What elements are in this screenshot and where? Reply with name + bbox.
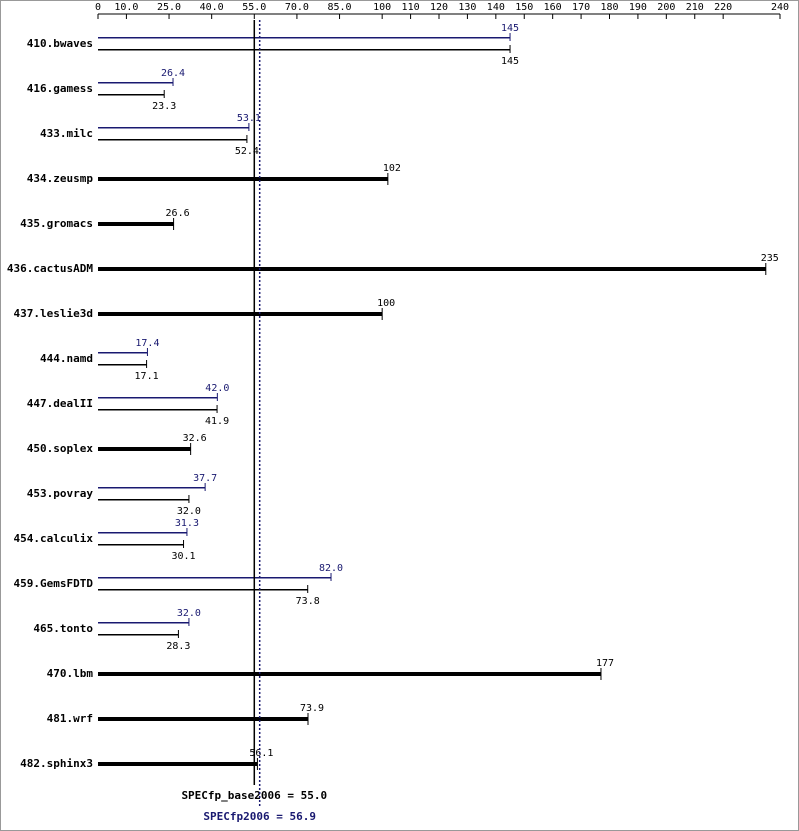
x-tick-label: 0: [95, 2, 101, 13]
peak-label: 26.4: [161, 68, 185, 79]
base-label: 32.0: [177, 506, 201, 517]
reference-label: SPECfp2006 = 56.9: [203, 810, 316, 823]
x-tick-label: 210: [686, 2, 704, 13]
base-label: 73.9: [300, 703, 324, 714]
base-label: 23.3: [152, 101, 176, 112]
base-bar: [98, 49, 511, 51]
category-label: 481.wrf: [47, 712, 93, 725]
category-label: 447.dealII: [27, 397, 93, 410]
base-bar: [98, 672, 601, 676]
category-label: 450.soplex: [27, 442, 94, 455]
base-bar: [98, 139, 247, 141]
category-label: 437.leslie3d: [14, 307, 93, 320]
peak-bar: [98, 487, 206, 489]
x-tick-label: 25.0: [157, 2, 181, 13]
category-label: 453.povray: [27, 487, 94, 500]
base-label: 235: [761, 253, 779, 264]
x-tick-label: 130: [458, 2, 476, 13]
category-label: 410.bwaves: [27, 37, 93, 50]
base-label: 28.3: [166, 641, 190, 652]
base-bar: [98, 222, 174, 226]
base-bar: [98, 94, 165, 96]
base-bar: [98, 544, 184, 546]
x-tick-label: 10.0: [114, 2, 138, 13]
base-bar: [98, 634, 179, 636]
peak-bar: [98, 622, 189, 624]
x-tick-label: 170: [572, 2, 590, 13]
x-tick-label: 100: [373, 2, 391, 13]
base-bar: [98, 267, 766, 271]
x-tick-label: 150: [515, 2, 533, 13]
base-bar: [98, 717, 308, 721]
base-bar: [98, 762, 258, 766]
peak-label: 42.0: [205, 383, 229, 394]
base-bar: [98, 177, 388, 181]
category-label: 434.zeusmp: [27, 172, 94, 185]
x-tick-label: 140: [487, 2, 505, 13]
base-label: 145: [501, 56, 519, 67]
peak-label: 145: [501, 23, 519, 34]
base-label: 177: [596, 658, 614, 669]
x-tick-label: 240: [771, 2, 789, 13]
base-bar: [98, 364, 147, 366]
base-label: 52.4: [235, 146, 259, 157]
peak-label: 37.7: [193, 473, 217, 484]
base-label: 100: [377, 298, 395, 309]
reference-label: SPECfp_base2006 = 55.0: [181, 789, 327, 802]
base-label: 102: [383, 163, 401, 174]
peak-label: 31.3: [175, 518, 199, 529]
base-label: 56.1: [249, 748, 273, 759]
x-tick-label: 220: [714, 2, 732, 13]
category-label: 435.gromacs: [20, 217, 93, 230]
peak-bar: [98, 82, 174, 84]
peak-label: 32.0: [177, 608, 201, 619]
x-tick-label: 160: [544, 2, 562, 13]
peak-label: 17.4: [135, 338, 159, 349]
category-label: 454.calculix: [14, 532, 94, 545]
base-bar: [98, 447, 191, 451]
category-label: 436.cactusADM: [7, 262, 93, 275]
category-label: 459.GemsFDTD: [14, 577, 94, 590]
x-tick-label: 85.0: [327, 2, 351, 13]
base-bar: [98, 589, 308, 591]
x-tick-label: 40.0: [200, 2, 224, 13]
x-tick-label: 190: [629, 2, 647, 13]
base-bar: [98, 312, 383, 316]
peak-bar: [98, 37, 511, 39]
peak-bar: [98, 352, 148, 354]
peak-bar: [98, 577, 332, 579]
x-tick-label: 55.0: [242, 2, 266, 13]
x-tick-label: 200: [657, 2, 675, 13]
base-label: 26.6: [166, 208, 190, 219]
x-tick-label: 110: [402, 2, 420, 13]
category-label: 444.namd: [40, 352, 93, 365]
peak-label: 82.0: [319, 563, 343, 574]
category-label: 416.gamess: [27, 82, 93, 95]
peak-bar: [98, 127, 249, 129]
category-label: 433.milc: [40, 127, 93, 140]
x-tick-label: 180: [600, 2, 618, 13]
base-bar: [98, 499, 189, 501]
x-tick-label: 120: [430, 2, 448, 13]
base-label: 17.1: [135, 371, 159, 382]
base-label: 73.8: [296, 596, 320, 607]
base-label: 30.1: [171, 551, 195, 562]
peak-bar: [98, 532, 187, 534]
x-tick-label: 70.0: [285, 2, 309, 13]
peak-label: 53.1: [237, 113, 261, 124]
base-label: 32.6: [183, 433, 207, 444]
base-label: 41.9: [205, 416, 229, 427]
base-bar: [98, 409, 218, 411]
category-label: 465.tonto: [33, 622, 93, 635]
category-label: 470.lbm: [47, 667, 94, 680]
category-label: 482.sphinx3: [20, 757, 93, 770]
peak-bar: [98, 397, 218, 399]
